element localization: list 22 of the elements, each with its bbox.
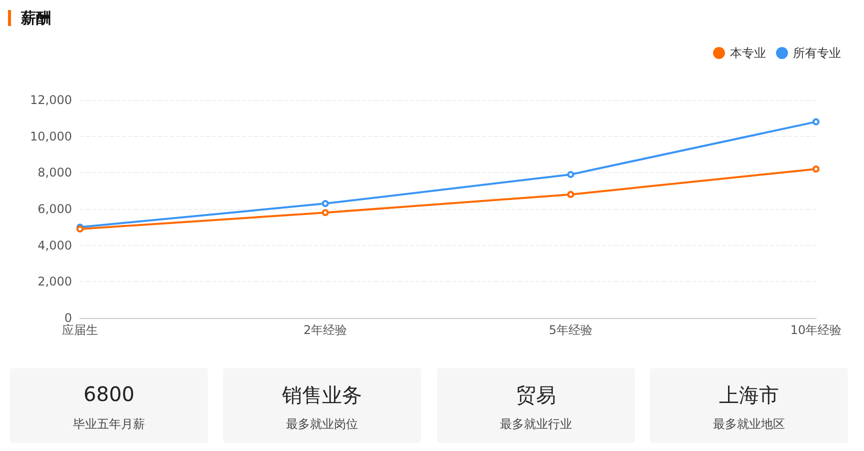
y-tick-label: 10,000 — [30, 129, 72, 144]
text: 6800 — [82, 382, 136, 406]
legend-label: 本专业 — [730, 46, 766, 60]
y-tick-label: 0 — [64, 311, 72, 325]
y-tick-label: 2,000 — [38, 274, 72, 289]
y-tick-label: 4,000 — [38, 238, 72, 252]
y-tick-label: 6,000 — [38, 202, 72, 216]
text: 贸易 — [515, 382, 557, 409]
text: 销售业务 — [281, 382, 363, 409]
x-tick-label: 10年经验 — [790, 323, 842, 337]
text: 毕业五年月薪 — [72, 416, 146, 433]
legend-label: 所有专业 — [793, 46, 841, 60]
y-tick-label: 8,000 — [38, 166, 72, 180]
text: 最多就业岗位 — [285, 416, 359, 433]
chart-title: 薪酬 — [21, 8, 51, 28]
text: 最多就业地区 — [712, 416, 786, 433]
x-tick-label: 5年经验 — [548, 323, 592, 337]
x-tick-label: 2年经验 — [304, 323, 348, 337]
text: 最多就业行业 — [499, 416, 573, 433]
y-tick-label: 12,000 — [30, 93, 72, 107]
x-tick-label: 应届生 — [62, 323, 98, 337]
text: 上海市 — [718, 382, 780, 409]
